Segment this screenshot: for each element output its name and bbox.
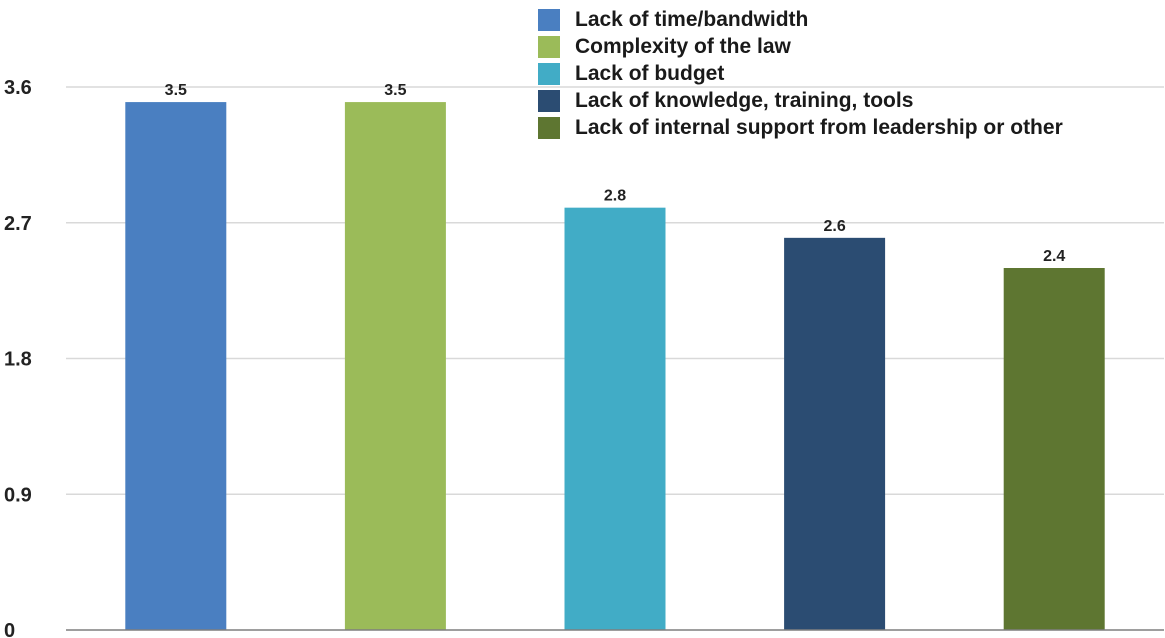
- legend-swatch: [538, 35, 560, 58]
- legend-label: Complexity of the law: [575, 34, 791, 58]
- y-tick-label: 0: [4, 620, 15, 638]
- y-tick-label: 3.6: [4, 77, 32, 99]
- legend-swatch: [538, 8, 560, 31]
- legend-swatch: [538, 62, 560, 85]
- bar: [125, 102, 227, 631]
- legend-item: Lack of budget: [538, 60, 1163, 87]
- legend-label: Lack of internal support from leadership…: [575, 115, 1063, 139]
- legend: Lack of time/bandwidth Complexity of the…: [538, 6, 1163, 141]
- data-labels: 3.5 3.5 2.8 2.6 2.4: [165, 82, 1066, 265]
- legend-item: Lack of internal support from leadership…: [538, 114, 1163, 141]
- bar: [344, 102, 446, 631]
- legend-item: Lack of knowledge, training, tools: [538, 87, 1163, 114]
- data-label: 2.8: [604, 188, 626, 205]
- data-label: 2.4: [1043, 248, 1065, 265]
- bars: [125, 102, 1105, 631]
- data-label: 3.5: [384, 82, 406, 99]
- legend-label: Lack of budget: [575, 61, 725, 85]
- legend-label: Lack of time/bandwidth: [575, 7, 809, 31]
- legend-label: Lack of knowledge, training, tools: [575, 88, 914, 112]
- legend-swatch: [538, 89, 560, 112]
- data-label: 3.5: [165, 82, 187, 99]
- y-tick-label: 1.8: [4, 349, 32, 371]
- y-axis-ticks: 0 0.9 1.8 2.7 3.6: [4, 77, 32, 638]
- y-tick-label: 2.7: [4, 213, 32, 235]
- bar: [1003, 268, 1105, 630]
- y-tick-label: 0.9: [4, 484, 32, 506]
- data-label: 2.6: [823, 218, 845, 235]
- legend-item: Complexity of the law: [538, 33, 1163, 60]
- legend-item: Lack of time/bandwidth: [538, 6, 1163, 33]
- bar: [784, 237, 886, 631]
- legend-swatch: [538, 116, 560, 139]
- bar: [564, 207, 666, 630]
